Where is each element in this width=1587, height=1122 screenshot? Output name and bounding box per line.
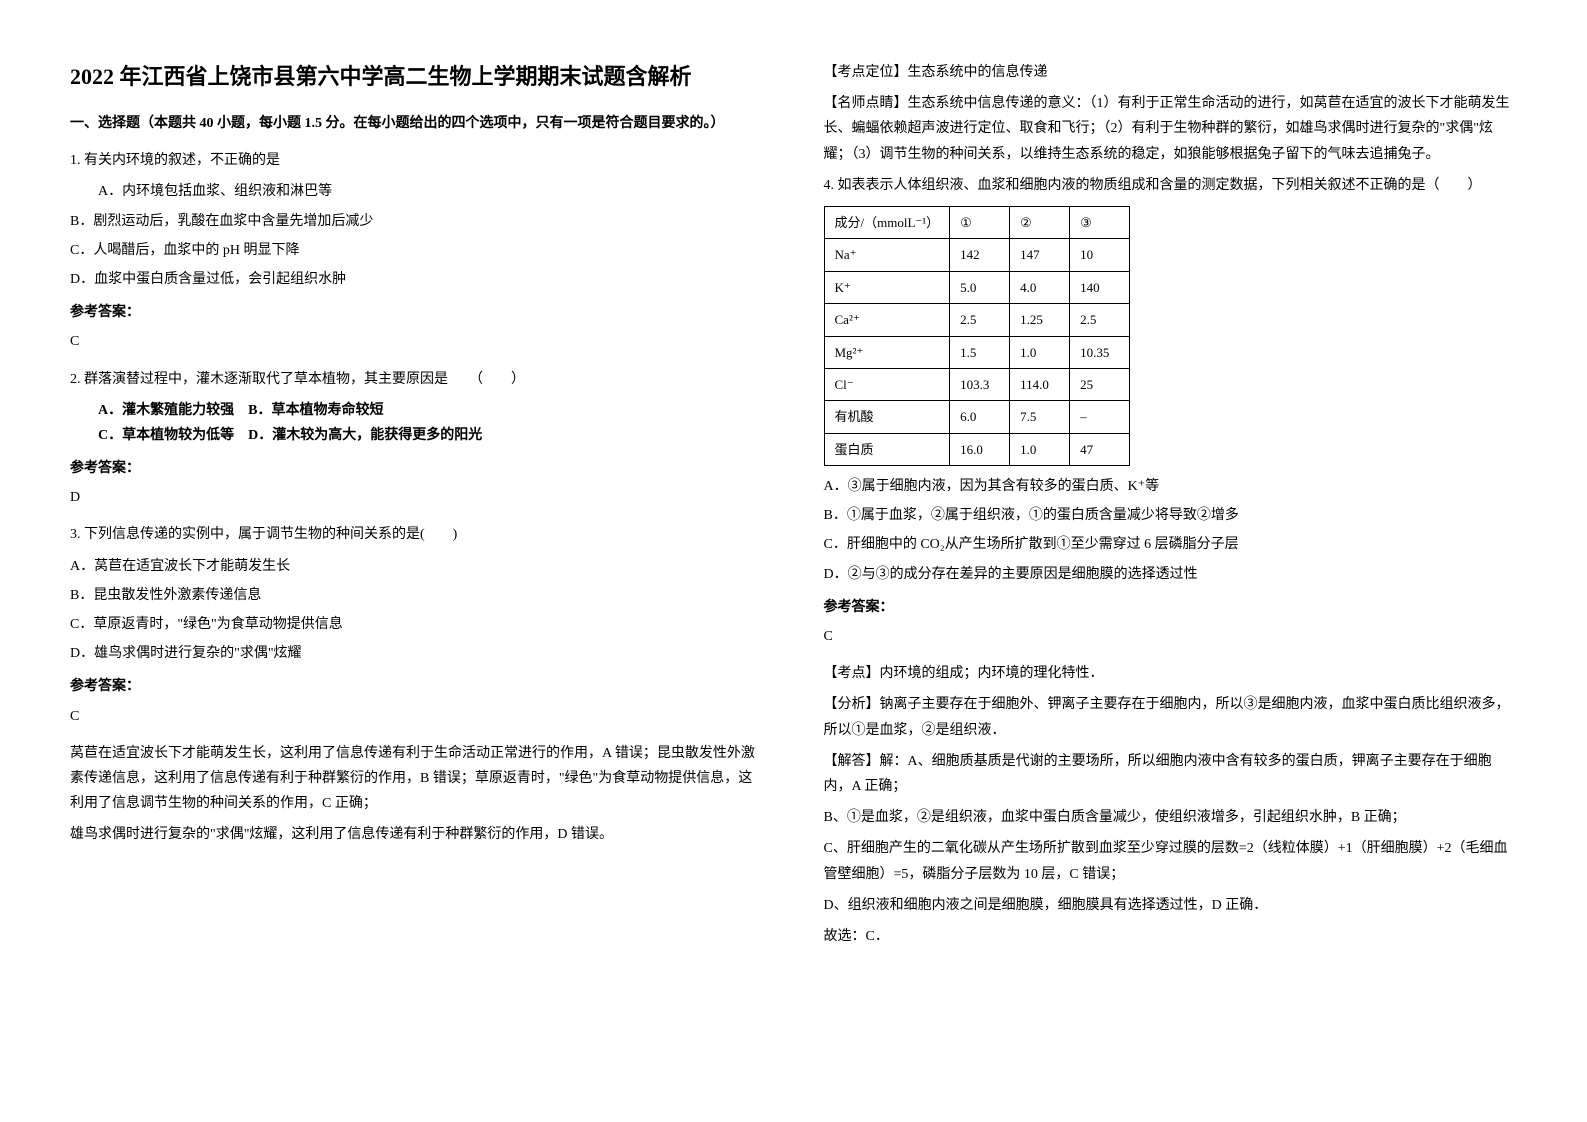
q2-option-c: C．草本植物较为低等: [98, 428, 234, 443]
q4-guxuan: 故选：C．: [824, 924, 1518, 949]
q3-answer-label: 参考答案：: [70, 674, 764, 699]
table-header-2: ②: [1010, 206, 1070, 238]
q4-jieda-1: 【解答】解：A、细胞质基质是代谢的主要场所，所以细胞内液中含有较多的蛋白质，钾离…: [824, 749, 1518, 799]
table-cell: 10.35: [1070, 336, 1130, 368]
q4-option-d: D．②与③的成分存在差异的主要原因是细胞膜的选择透过性: [824, 562, 1518, 587]
q3-option-b: B．昆虫散发性外激素传递信息: [70, 583, 764, 608]
table-cell: 25: [1070, 368, 1130, 400]
q3-option-d: D．雄鸟求偶时进行复杂的"求偶"炫耀: [70, 641, 764, 666]
question-2: 2. 群落演替过程中，灌木逐渐取代了草本植物，其主要原因是 （ ） A．灌木繁殖…: [70, 367, 764, 511]
table-cell: 6.0: [950, 401, 1010, 433]
table-cell: 2.5: [950, 304, 1010, 336]
q3-explain-1: 莴苣在适宜波长下才能萌发生长，这利用了信息传递有利于生命活动正常进行的作用，A …: [70, 741, 764, 817]
q3-text: 3. 下列信息传递的实例中，属于调节生物的种间关系的是( ): [70, 522, 764, 547]
table-cell: 142: [950, 239, 1010, 271]
q2-option-b: B．草本植物寿命较短: [248, 403, 383, 418]
document-title: 2022 年江西省上饶市县第六中学高二生物上学期期末试题含解析: [70, 60, 764, 93]
table-row: K⁺ 5.0 4.0 140: [824, 271, 1130, 303]
table-cell: 5.0: [950, 271, 1010, 303]
table-cell: 147: [1010, 239, 1070, 271]
q4-answer: C: [824, 624, 1518, 649]
q4-fenxi: 【分析】钠离子主要存在于细胞外、钾离子主要存在于细胞内，所以③是细胞内液，血浆中…: [824, 692, 1518, 742]
table-header-row: 成分/（mmolL⁻¹） ① ② ③: [824, 206, 1130, 238]
table-cell: 103.3: [950, 368, 1010, 400]
table-cell: 1.0: [1010, 433, 1070, 465]
table-cell: 47: [1070, 433, 1130, 465]
q1-option-d: D．血浆中蛋白质含量过低，会引起组织水肿: [70, 267, 764, 292]
q4-table: 成分/（mmolL⁻¹） ① ② ③ Na⁺ 142 147 10 K⁺ 5.0…: [824, 206, 1131, 466]
q3-option-a: A．莴苣在适宜波长下才能萌发生长: [70, 554, 764, 579]
q1-option-c: C．人喝醋后，血浆中的 pH 明显下降: [70, 238, 764, 263]
q4-text: 4. 如表表示人体组织液、血浆和细胞内液的物质组成和含量的测定数据，下列相关叙述…: [824, 173, 1518, 198]
q2-answer: D: [70, 485, 764, 510]
q2-option-d: D．灌木较为高大，能获得更多的阳光: [248, 428, 482, 443]
q3-answer: C: [70, 704, 764, 729]
table-cell: 4.0: [1010, 271, 1070, 303]
q2-text: 2. 群落演替过程中，灌木逐渐取代了草本植物，其主要原因是 （ ）: [70, 367, 764, 392]
q1-answer-label: 参考答案：: [70, 300, 764, 325]
q2-options-row1: A．灌木繁殖能力较强 B．草本植物寿命较短: [70, 398, 764, 423]
q4-option-b: B．①属于血浆，②属于组织液，①的蛋白质含量减少将导致②增多: [824, 503, 1518, 528]
table-cell: Mg²⁺: [824, 336, 950, 368]
table-cell: 1.25: [1010, 304, 1070, 336]
table-cell: Cl⁻: [824, 368, 950, 400]
table-cell: –: [1070, 401, 1130, 433]
q4-option-a: A．③属于细胞内液，因为其含有较多的蛋白质、K⁺等: [824, 474, 1518, 499]
section-header: 一、选择题（本题共 40 小题，每小题 1.5 分。在每小题给出的四个选项中，只…: [70, 111, 764, 136]
q1-option-a: A．内环境包括血浆、组织液和淋巴等: [70, 179, 764, 204]
table-header-0: 成分/（mmolL⁻¹）: [824, 206, 950, 238]
q3-mingshi: 【名师点睛】生态系统中信息传递的意义：（1）有利于正常生命活动的进行，如莴苣在适…: [824, 91, 1518, 167]
left-column: 2022 年江西省上饶市县第六中学高二生物上学期期末试题含解析 一、选择题（本题…: [70, 60, 764, 1062]
table-row: Na⁺ 142 147 10: [824, 239, 1130, 271]
table-cell: 1.5: [950, 336, 1010, 368]
q4-kaodian: 【考点】内环境的组成；内环境的理化特性．: [824, 661, 1518, 686]
q2-option-a: A．灌木繁殖能力较强: [98, 403, 234, 418]
table-cell: 有机酸: [824, 401, 950, 433]
q3-kaodian: 【考点定位】生态系统中的信息传递: [824, 60, 1518, 85]
right-column: 【考点定位】生态系统中的信息传递 【名师点睛】生态系统中信息传递的意义：（1）有…: [824, 60, 1518, 1062]
table-cell: 蛋白质: [824, 433, 950, 465]
table-cell: 1.0: [1010, 336, 1070, 368]
table-cell: 7.5: [1010, 401, 1070, 433]
question-3: 3. 下列信息传递的实例中，属于调节生物的种间关系的是( ) A．莴苣在适宜波长…: [70, 522, 764, 847]
q4-option-c: C．肝细胞中的 CO₂从产生场所扩散到①至少需穿过 6 层磷脂分子层: [824, 532, 1518, 557]
q3-explain-2: 雄鸟求偶时进行复杂的"求偶"炫耀，这利用了信息传递有利于种群繁衍的作用，D 错误…: [70, 822, 764, 847]
q1-text: 1. 有关内环境的叙述，不正确的是: [70, 148, 764, 173]
table-cell: 16.0: [950, 433, 1010, 465]
table-header-1: ①: [950, 206, 1010, 238]
q1-answer: C: [70, 329, 764, 354]
table-row: Ca²⁺ 2.5 1.25 2.5: [824, 304, 1130, 336]
table-row: 蛋白质 16.0 1.0 47: [824, 433, 1130, 465]
question-4: 4. 如表表示人体组织液、血浆和细胞内液的物质组成和含量的测定数据，下列相关叙述…: [824, 173, 1518, 949]
q2-options-row2: C．草本植物较为低等 D．灌木较为高大，能获得更多的阳光: [70, 423, 764, 448]
q2-answer-label: 参考答案：: [70, 456, 764, 481]
q4-jieda-3: C、肝细胞产生的二氧化碳从产生场所扩散到血浆至少穿过膜的层数=2（线粒体膜）+1…: [824, 836, 1518, 886]
q4-jieda-2: B、①是血浆，②是组织液，血浆中蛋白质含量减少，使组织液增多，引起组织水肿，B …: [824, 805, 1518, 830]
question-1: 1. 有关内环境的叙述，不正确的是 A．内环境包括血浆、组织液和淋巴等 B．剧烈…: [70, 148, 764, 354]
table-cell: 140: [1070, 271, 1130, 303]
q4-answer-label: 参考答案：: [824, 595, 1518, 620]
table-row: Cl⁻ 103.3 114.0 25: [824, 368, 1130, 400]
table-cell: K⁺: [824, 271, 950, 303]
q4-jieda-4: D、组织液和细胞内液之间是细胞膜，细胞膜具有选择透过性，D 正确．: [824, 893, 1518, 918]
table-header-3: ③: [1070, 206, 1130, 238]
table-row: Mg²⁺ 1.5 1.0 10.35: [824, 336, 1130, 368]
q3-option-c: C．草原返青时，"绿色"为食草动物提供信息: [70, 612, 764, 637]
table-cell: 2.5: [1070, 304, 1130, 336]
q1-option-b: B．剧烈运动后，乳酸在血浆中含量先增加后减少: [70, 209, 764, 234]
table-cell: Ca²⁺: [824, 304, 950, 336]
table-cell: Na⁺: [824, 239, 950, 271]
table-row: 有机酸 6.0 7.5 –: [824, 401, 1130, 433]
table-cell: 114.0: [1010, 368, 1070, 400]
table-cell: 10: [1070, 239, 1130, 271]
